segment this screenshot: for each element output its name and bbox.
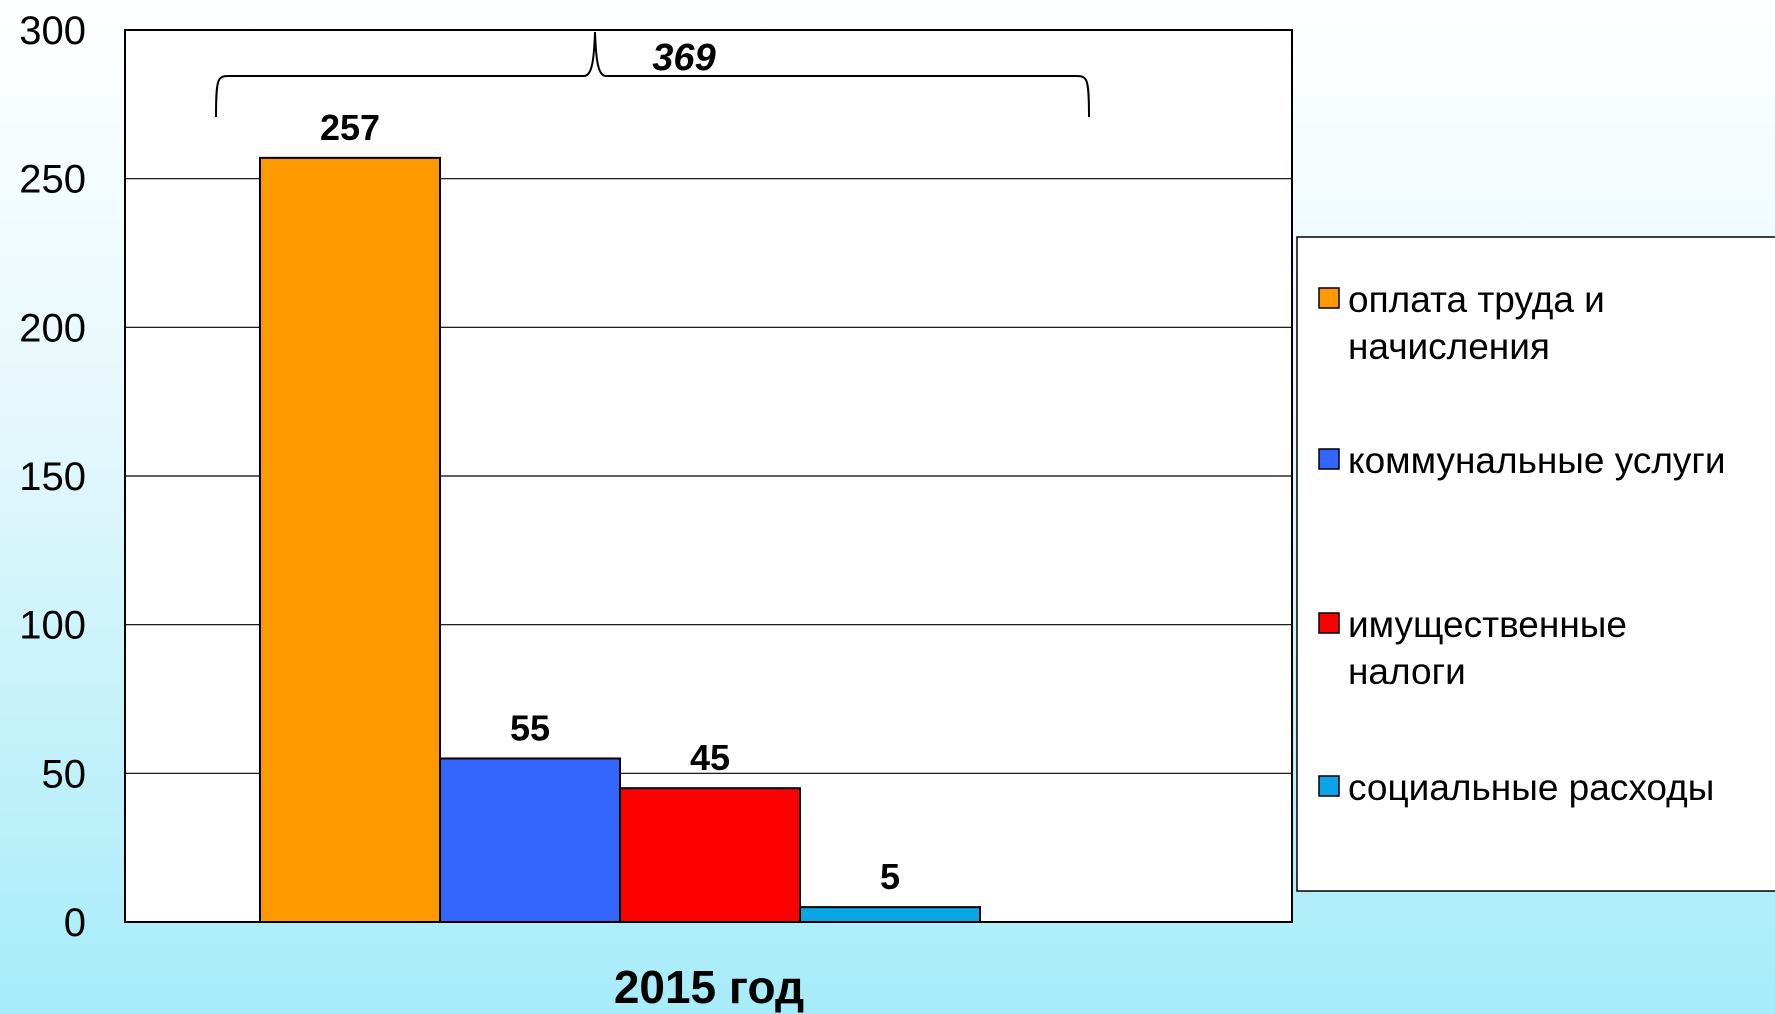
y-axis-tick-labels: 0 50 100 150 200 250 300	[19, 9, 86, 945]
legend-swatch	[1318, 287, 1340, 309]
y-tick-label: 300	[19, 9, 86, 53]
total-brace: 369	[215, 31, 1090, 118]
data-label: 45	[690, 737, 730, 778]
bar	[439, 757, 621, 924]
legend-swatch	[1318, 612, 1340, 634]
y-tick-label: 0	[64, 901, 86, 945]
category-label: 2015 год	[614, 961, 804, 1013]
legend-label: оплата труда и	[1348, 279, 1605, 320]
y-tick-label: 250	[19, 158, 86, 202]
legend-swatch	[1318, 775, 1340, 797]
legend-label: коммунальные услуги	[1348, 440, 1726, 481]
data-label: 257	[320, 107, 380, 148]
legend-label: налоги	[1348, 651, 1466, 692]
legend-label: имущественные	[1348, 604, 1627, 645]
data-labels: 257 55 45 5	[320, 107, 900, 897]
y-tick-label: 200	[19, 306, 86, 350]
legend: оплата труда и начисления коммунальные усл…	[1296, 236, 1775, 892]
y-tick-label: 150	[19, 455, 86, 499]
total-annotation: 369	[652, 37, 715, 79]
legend-swatch	[1318, 448, 1340, 470]
legend-label: социальные расходы	[1348, 767, 1714, 808]
data-label: 5	[880, 856, 900, 897]
legend-label: начисления	[1348, 326, 1550, 367]
y-tick-label: 50	[42, 752, 87, 796]
y-tick-label: 100	[19, 604, 86, 648]
bar	[619, 787, 801, 924]
data-label: 55	[510, 707, 550, 748]
bars	[259, 156, 981, 924]
bar	[259, 156, 441, 923]
bar	[799, 906, 981, 924]
